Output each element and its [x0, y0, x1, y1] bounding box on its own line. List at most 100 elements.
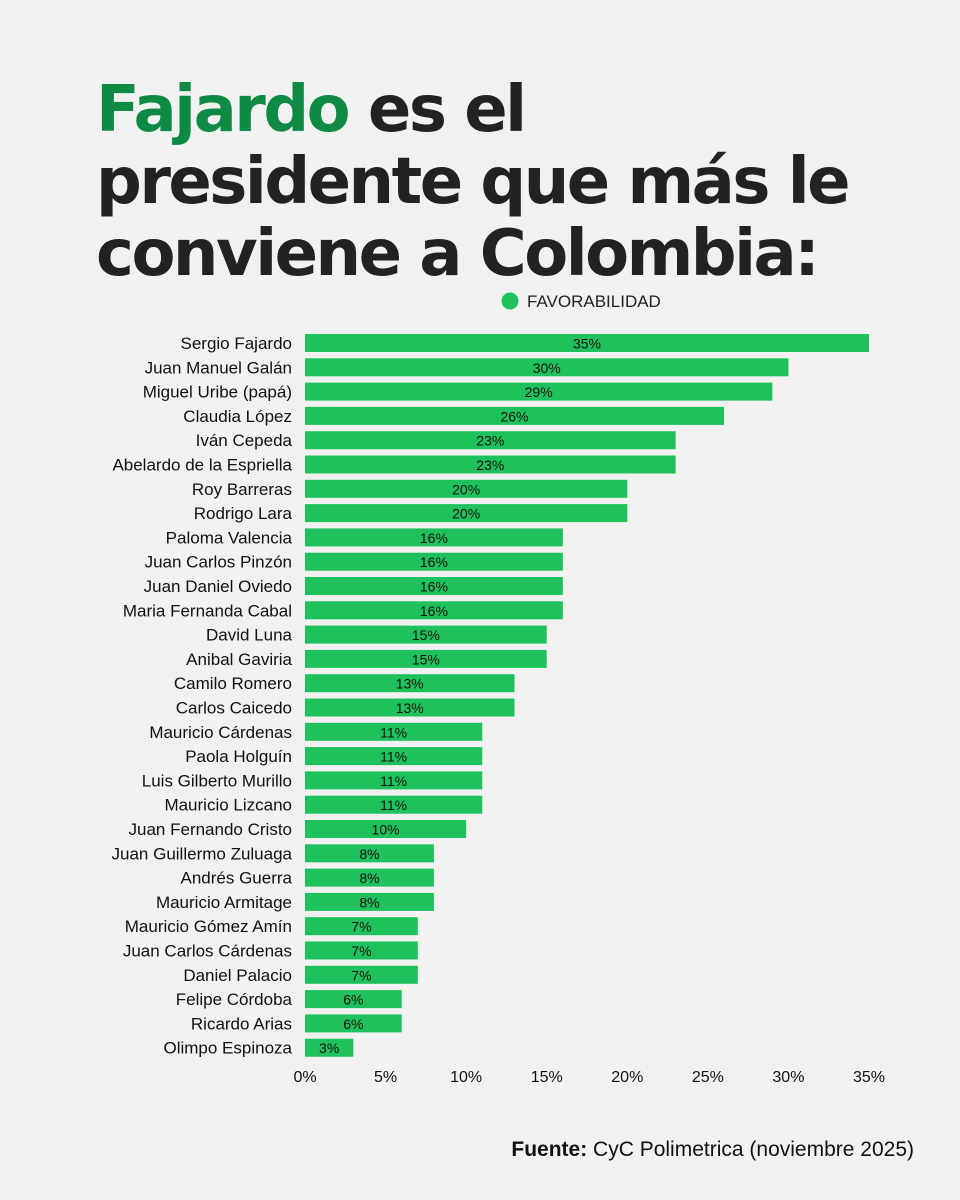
- category-label: Juan Carlos Cárdenas: [123, 942, 292, 961]
- bar: [305, 577, 563, 595]
- category-label: Anibal Gaviria: [186, 650, 292, 669]
- bar: [305, 868, 434, 887]
- data-label: 26%: [500, 408, 528, 424]
- bar: [305, 698, 515, 717]
- bar: [305, 917, 418, 936]
- category-label: Carlos Caicedo: [176, 699, 292, 718]
- category-label: Iván Cepeda: [196, 431, 293, 450]
- category-label: Roy Barreras: [192, 480, 292, 499]
- bar: [305, 504, 628, 523]
- category-label: Camilo Romero: [174, 674, 292, 693]
- data-label: 6%: [343, 992, 363, 1008]
- data-label: 16%: [420, 530, 448, 546]
- bar: [305, 552, 563, 571]
- category-label: Juan Carlos Pinzón: [145, 553, 292, 572]
- category-label: Paloma Valencia: [166, 528, 293, 547]
- x-tick-label: 15%: [531, 1069, 563, 1086]
- x-tick-label: 35%: [853, 1069, 885, 1086]
- bar: [305, 795, 483, 814]
- legend-marker: [501, 292, 519, 310]
- data-label: 13%: [396, 676, 424, 692]
- headline-accent: Fajardo: [96, 73, 351, 147]
- category-label: Rodrigo Lara: [194, 504, 293, 523]
- data-label: 11%: [380, 749, 407, 765]
- category-label: Maria Fernanda Cabal: [123, 601, 292, 620]
- bar: [305, 479, 628, 498]
- data-label: 11%: [380, 724, 407, 740]
- bar: [305, 406, 724, 425]
- category-label: Luis Gilberto Murillo: [142, 771, 292, 790]
- category-label: Andrés Guerra: [181, 869, 293, 888]
- bar: [305, 528, 563, 547]
- bar: [305, 1014, 402, 1033]
- headline-rest: es el presidente que más le conviene a C…: [96, 73, 851, 291]
- category-label: Claudia López: [183, 407, 292, 426]
- data-label: 8%: [359, 894, 379, 910]
- bar: [305, 431, 676, 450]
- data-label: 7%: [351, 967, 371, 983]
- bar: [305, 1038, 354, 1057]
- data-label: 11%: [380, 773, 407, 789]
- category-label: Mauricio Gómez Amín: [125, 917, 292, 936]
- source-text: CyC Polimetrica (noviembre 2025): [587, 1138, 914, 1161]
- data-label: 20%: [452, 481, 480, 497]
- bar: [305, 722, 483, 741]
- source-label: Fuente:: [511, 1138, 588, 1161]
- data-label: 8%: [359, 846, 379, 862]
- bar: [305, 625, 547, 644]
- data-label: 16%: [420, 579, 448, 595]
- category-label: Juan Daniel Oviedo: [144, 577, 292, 596]
- data-label: 3%: [319, 1040, 339, 1056]
- data-label: 16%: [420, 554, 448, 570]
- data-label: 8%: [359, 870, 379, 886]
- category-label: Olimpo Espinoza: [163, 1039, 292, 1058]
- category-label: Juan Manuel Galán: [145, 358, 292, 377]
- x-tick-label: 5%: [374, 1069, 397, 1086]
- bar: [305, 334, 869, 352]
- data-label: 23%: [476, 433, 504, 449]
- category-label: Juan Guillermo Zuluaga: [112, 844, 293, 863]
- data-label: 15%: [412, 651, 440, 667]
- category-label: Felipe Córdoba: [176, 990, 293, 1009]
- x-tick-label: 10%: [450, 1069, 482, 1086]
- x-tick-label: 30%: [772, 1069, 804, 1086]
- data-label: 7%: [351, 943, 371, 959]
- bar: [305, 771, 483, 790]
- data-label: 35%: [573, 336, 601, 352]
- category-label: Sergio Fajardo: [180, 334, 292, 353]
- bar: [305, 990, 402, 1009]
- data-label: 7%: [351, 919, 371, 935]
- data-label: 20%: [452, 506, 480, 522]
- bar: [305, 382, 773, 401]
- data-label: 16%: [420, 603, 448, 619]
- category-label: Juan Fernando Cristo: [129, 820, 292, 839]
- x-tick-label: 0%: [293, 1069, 316, 1086]
- bar: [305, 820, 467, 838]
- bar: [305, 747, 483, 766]
- data-label: 15%: [412, 627, 440, 643]
- data-label: 13%: [396, 700, 424, 716]
- x-tick-label: 20%: [611, 1069, 643, 1086]
- bar: [305, 601, 563, 620]
- bar: [305, 358, 789, 377]
- category-label: Daniel Palacio: [183, 966, 292, 985]
- data-label: 10%: [372, 822, 400, 838]
- value-labels: 35%30%29%26%23%23%20%20%16%16%16%16%15%1…: [319, 336, 601, 1057]
- data-label: 30%: [533, 360, 561, 376]
- x-tick-label: 25%: [692, 1069, 724, 1086]
- bar: [305, 649, 547, 668]
- category-label: David Luna: [206, 626, 293, 645]
- category-label: Paola Holguín: [185, 747, 292, 766]
- data-label: 6%: [343, 1016, 363, 1032]
- bar: [305, 674, 515, 693]
- bar: [305, 455, 676, 474]
- category-label: Ricardo Arias: [191, 1014, 292, 1033]
- category-label: Miguel Uribe (papá): [143, 383, 292, 402]
- source-note: Fuente: CyC Polimetrica (noviembre 2025): [511, 1138, 914, 1162]
- data-label: 23%: [476, 457, 504, 473]
- bar: [305, 892, 434, 911]
- bar: [305, 844, 434, 863]
- bar: [305, 965, 418, 984]
- category-label: Mauricio Cárdenas: [149, 723, 292, 742]
- category-label: Mauricio Lizcano: [164, 796, 292, 815]
